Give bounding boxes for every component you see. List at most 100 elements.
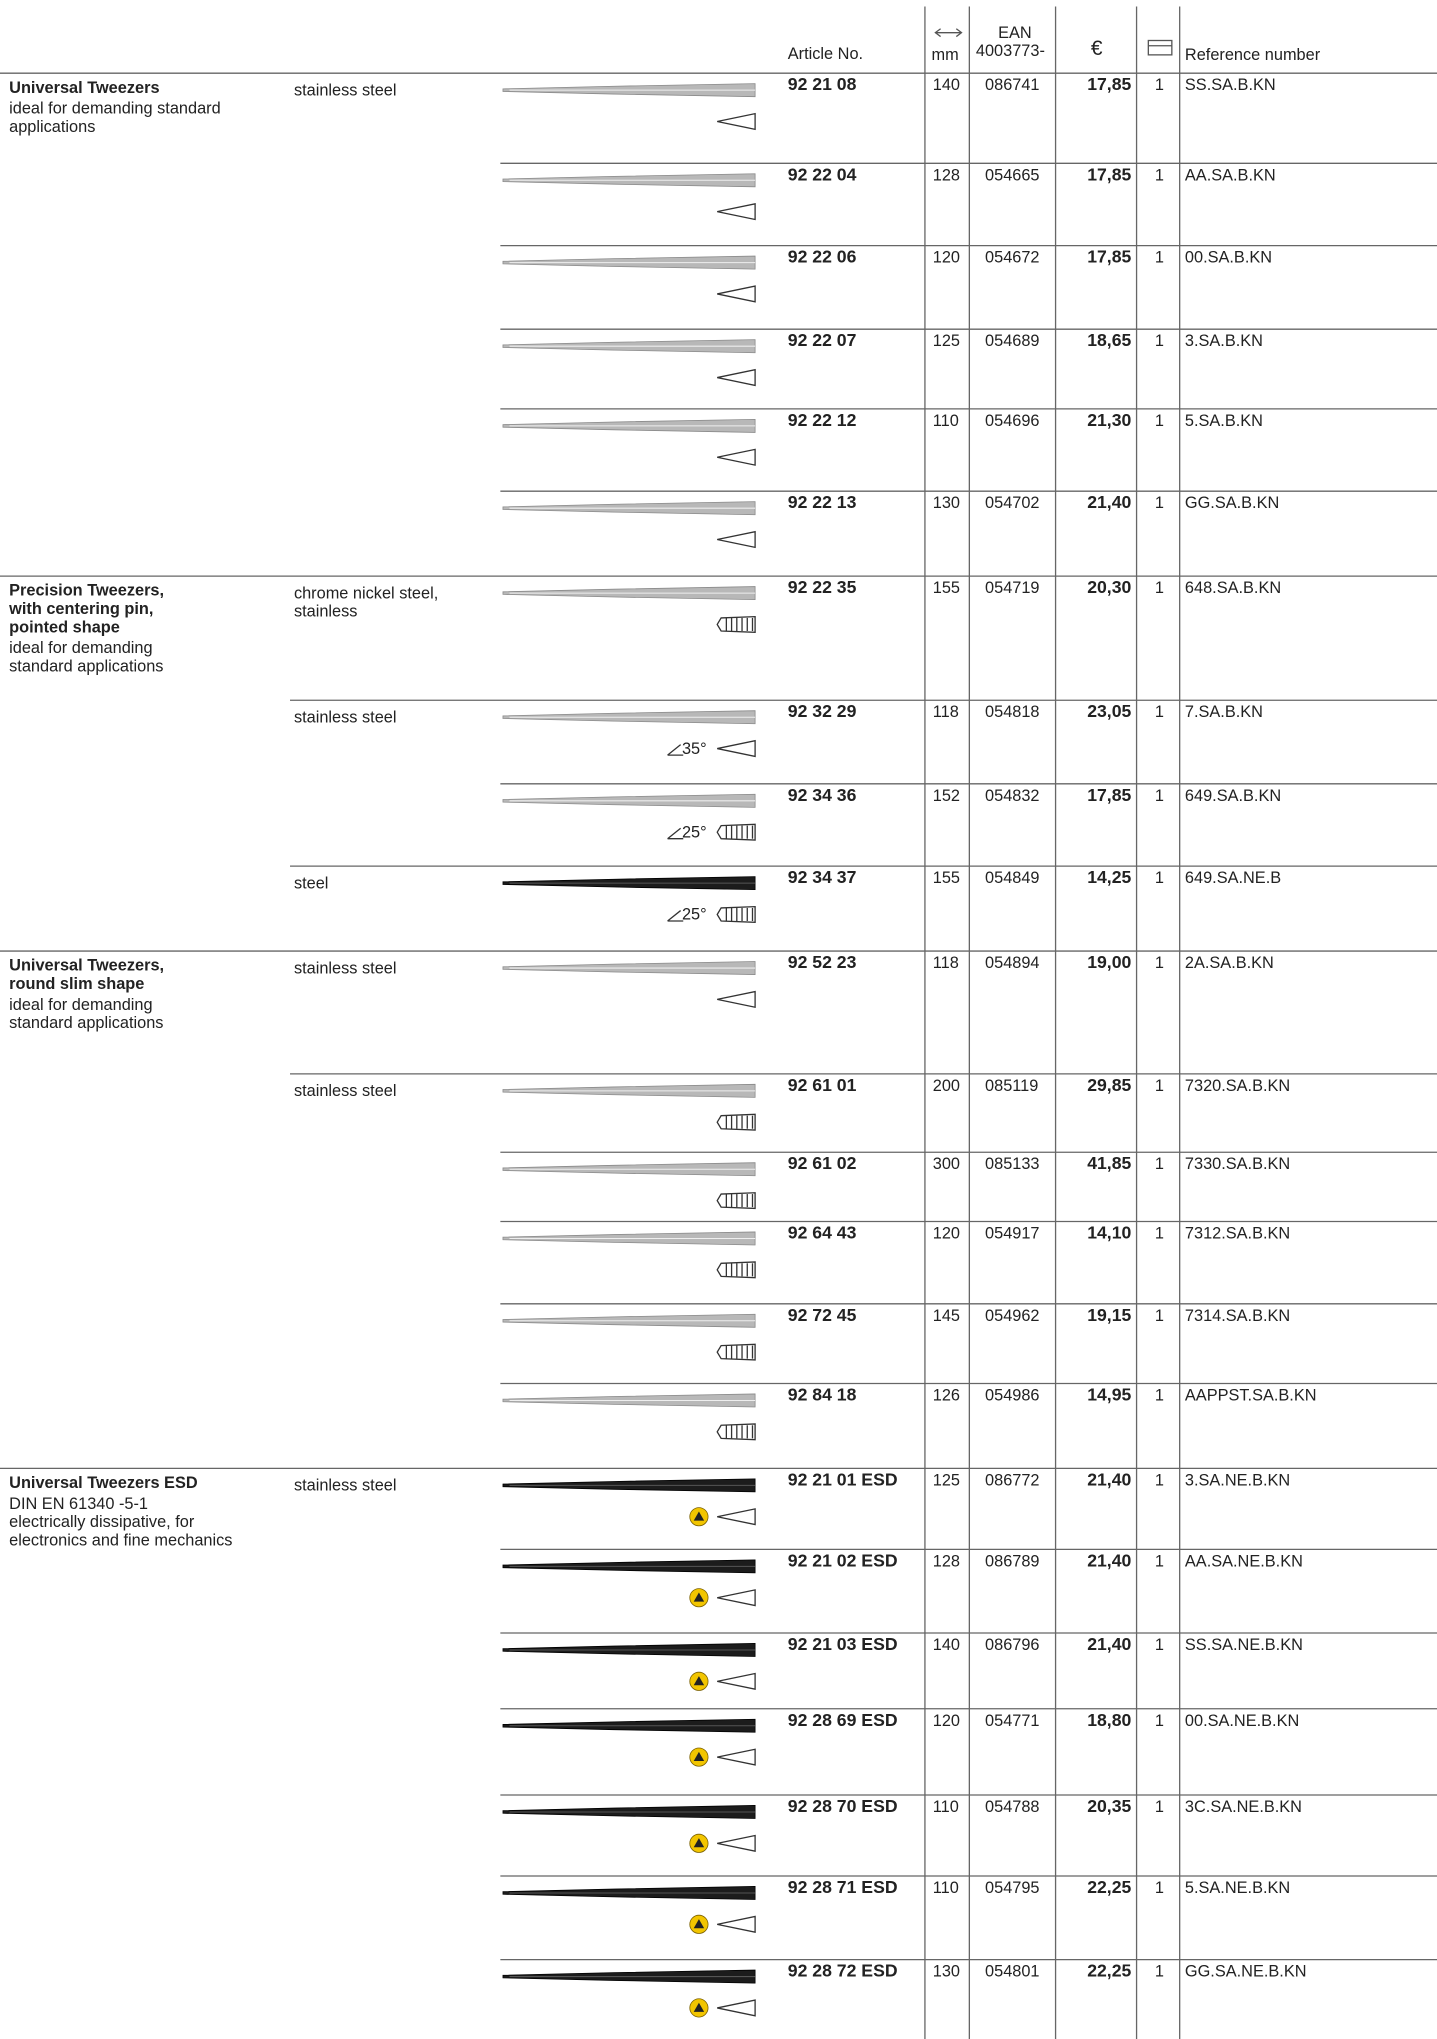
length-mm: 300 (932, 1154, 961, 1174)
group-title: pointed shape (9, 617, 120, 637)
esd-icon-mark (693, 1838, 705, 1848)
group-description: electronics and fine mechanics (9, 1531, 233, 1550)
pack-icon (1147, 39, 1173, 56)
pack-qty: 1 (1154, 493, 1164, 513)
ean: 054665 (985, 165, 1040, 185)
esd-icon-mark (693, 2002, 705, 2012)
article-number: 92 22 04 (787, 164, 857, 185)
header-ean-prefix: 4003773- (975, 41, 1045, 61)
pack-qty: 1 (1154, 1306, 1164, 1325)
length-mm: 110 (932, 411, 959, 430)
header-reference: Reference number (1184, 45, 1321, 65)
length-mm: 155 (932, 578, 961, 598)
article-number: 92 21 01 ESD (787, 1469, 898, 1490)
pack-qty: 1 (1154, 1471, 1164, 1490)
group-description: ideal for demanding (9, 638, 153, 658)
length-mm: 118 (932, 953, 959, 972)
ean: 054962 (985, 1306, 1040, 1325)
price: 23,05 (1087, 701, 1132, 722)
reference-number: 7.SA.B.KN (1184, 702, 1263, 722)
reference-number: 7320.SA.B.KN (1184, 1076, 1291, 1095)
article-number: 92 34 36 (787, 785, 857, 805)
length-mm: 126 (932, 1386, 961, 1405)
reference-number: 00.SA.NE.B.KN (1184, 1711, 1300, 1730)
article-number: 92 22 07 (787, 330, 857, 351)
length-mm: 140 (932, 75, 961, 95)
pack-qty: 1 (1154, 411, 1164, 430)
header-icons (934, 28, 1173, 56)
length-mm: 125 (932, 331, 961, 351)
material: stainless steel (293, 958, 397, 978)
ean: 086796 (985, 1635, 1040, 1654)
reference-number: SS.SA.NE.B.KN (1184, 1635, 1303, 1654)
tip-icon-ribbed (716, 1113, 756, 1131)
reference-number: 5.SA.NE.B.KN (1184, 1878, 1291, 1897)
group-description: DIN EN 61340 -5-1 (9, 1494, 149, 1513)
reference-number: 3.SA.B.KN (1184, 331, 1263, 351)
price: 21,40 (1087, 1469, 1132, 1490)
length-mm: 128 (932, 1552, 961, 1571)
length-mm: 152 (932, 786, 961, 805)
ean: 085133 (985, 1154, 1040, 1174)
reference-number: AA.SA.NE.B.KN (1184, 1552, 1303, 1571)
angle: 35° (681, 739, 707, 758)
tip-icon-ribbed (716, 1343, 756, 1361)
length-mm: 128 (932, 165, 961, 185)
price: 17,85 (1087, 785, 1132, 805)
price: 21,30 (1087, 410, 1132, 430)
ean: 054672 (985, 248, 1040, 267)
price: 14,10 (1087, 1222, 1132, 1243)
tip-icon-smooth (717, 285, 756, 303)
header-article: Article No. (787, 44, 864, 63)
price: 14,25 (1087, 867, 1132, 888)
price: 21,40 (1087, 1550, 1132, 1571)
article-number: 92 22 06 (787, 246, 857, 267)
reference-number: 7330.SA.B.KN (1184, 1154, 1291, 1174)
price: 14,95 (1087, 1384, 1132, 1405)
price: 21,40 (1087, 492, 1132, 513)
angle-icon (667, 827, 684, 840)
material: steel (293, 873, 329, 893)
price: 29,85 (1087, 1075, 1132, 1095)
pack-qty: 1 (1154, 248, 1164, 267)
length-mm: 118 (932, 702, 959, 722)
article-number: 92 21 03 ESD (787, 1634, 898, 1654)
angle: 25° (681, 905, 707, 924)
pack-qty: 1 (1154, 1962, 1164, 1981)
length-arrow-heads (934, 28, 963, 38)
length-mm: 140 (932, 1635, 961, 1654)
tip-icon-smooth (717, 112, 756, 131)
header-mm: mm (931, 45, 959, 65)
reference-number: SS.SA.B.KN (1184, 75, 1276, 95)
tip-icon-smooth (717, 1508, 756, 1526)
tip-icon-ribbed (716, 905, 756, 923)
price: 20,30 (1087, 577, 1132, 598)
pack-qty: 1 (1154, 1711, 1164, 1730)
pack-qty: 1 (1154, 1386, 1164, 1405)
header-ean: EAN (998, 23, 1032, 42)
length-mm: 130 (932, 1962, 961, 1981)
price: 20,35 (1087, 1796, 1132, 1816)
esd-icon-mark (693, 1511, 705, 1521)
article-number: 92 22 35 (787, 577, 857, 598)
price: 21,40 (1087, 1634, 1132, 1654)
tip-icon-smooth (717, 1672, 756, 1690)
pack-qty: 1 (1154, 1076, 1164, 1095)
pack-qty: 1 (1154, 1552, 1164, 1571)
article-number: 92 61 02 (787, 1153, 857, 1174)
group-title: Universal Tweezers, (9, 956, 165, 975)
article-number: 92 61 01 (787, 1075, 857, 1095)
article-number: 92 34 37 (787, 867, 857, 888)
length-mm: 155 (932, 868, 961, 888)
pack-qty: 1 (1154, 165, 1164, 185)
article-number: 92 22 12 (787, 410, 857, 430)
tip-icon-smooth (717, 530, 756, 549)
ean: 054818 (985, 702, 1040, 722)
reference-number: 2A.SA.B.KN (1184, 953, 1274, 972)
article-number: 92 21 08 (787, 74, 857, 95)
group-description: standard applications (9, 1013, 164, 1033)
esd-icon-mark (693, 1592, 705, 1602)
length-mm: 120 (932, 248, 961, 267)
